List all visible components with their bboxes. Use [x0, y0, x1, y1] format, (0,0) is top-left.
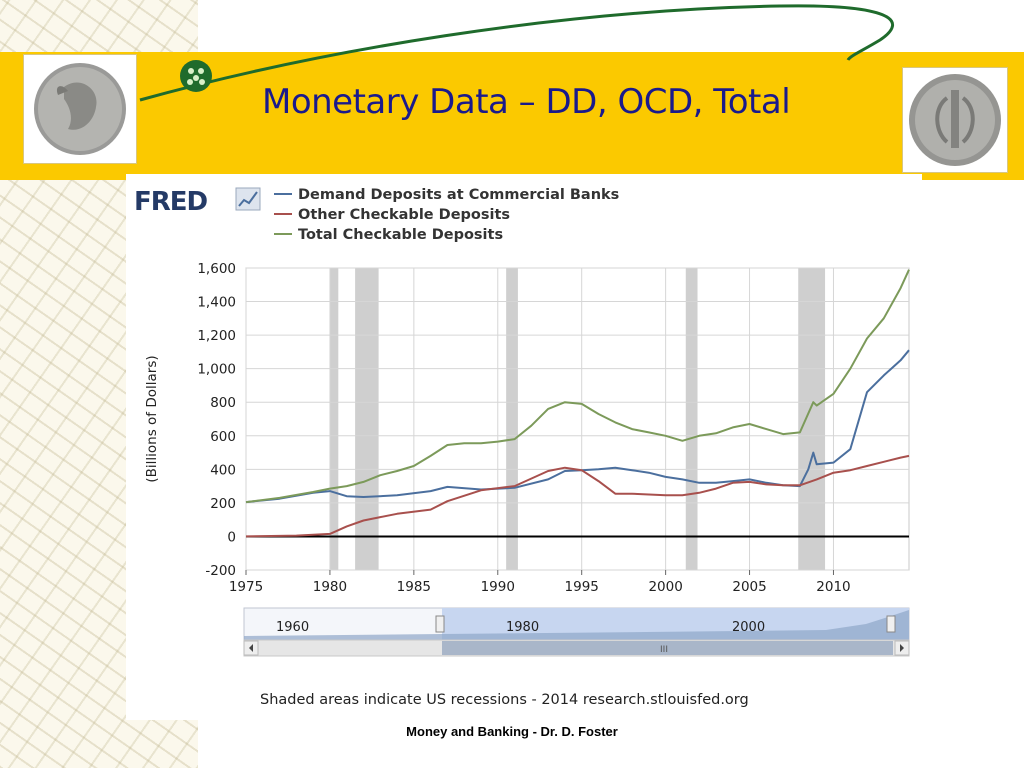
recession-band — [355, 268, 379, 570]
x-tick-label: 1975 — [229, 579, 263, 595]
scrollbar-thumb[interactable] — [442, 641, 893, 655]
x-tick-label: 2010 — [816, 579, 850, 595]
decorative-swoosh — [139, 4, 895, 102]
mercury-dime-obverse-image — [24, 55, 136, 163]
title-band — [0, 52, 1024, 180]
recession-band — [798, 268, 826, 570]
chart-legend: Demand Deposits at Commercial Banks Other… — [274, 187, 619, 243]
x-tick-label: 1995 — [565, 579, 599, 595]
x-tick-label: 1985 — [397, 579, 431, 595]
footer-text: Money and Banking - Dr. D. Foster — [406, 724, 618, 739]
chart: FRED Demand Deposits at Commercial Banks… — [134, 187, 910, 708]
y-tick-label: 200 — [210, 496, 236, 512]
y-tick-label: 1,000 — [197, 362, 236, 378]
scrollbar-grip: III — [660, 645, 668, 655]
x-tick-label: 1980 — [313, 579, 347, 595]
navigator-year-label: 1960 — [276, 620, 309, 635]
y-tick-label: -200 — [205, 563, 236, 579]
time-range-navigator[interactable]: 1960 1980 2000 III — [243, 607, 910, 657]
series-line-total-checkable-deposits — [245, 269, 910, 504]
y-tick-label: 600 — [210, 429, 236, 445]
x-tick-label: 1990 — [481, 579, 515, 595]
series-line-other-checkable-deposits — [245, 454, 910, 538]
recession-band — [685, 268, 698, 570]
navigator-area — [244, 610, 909, 640]
recession-band — [329, 268, 339, 570]
slide-title: Monetary Data – DD, OCD, Total — [262, 82, 791, 122]
fred-logo-text: FRED — [134, 187, 208, 217]
y-tick-label: 1,400 — [197, 295, 236, 311]
x-tick-label: 2005 — [732, 579, 766, 595]
fred-logo-icon — [235, 187, 261, 211]
series-line-demand-deposits-at-commercial-banks — [245, 349, 910, 504]
y-tick-label: 400 — [210, 462, 236, 478]
recession-note: Shaded areas indicate US recessions - 20… — [260, 692, 749, 708]
chart-panel: FRED Demand Deposits at Commercial Banks… — [126, 174, 922, 720]
mercury-dime-reverse-image — [903, 68, 1007, 172]
navigator-right-handle[interactable] — [886, 615, 896, 633]
recession-band — [506, 268, 518, 570]
slide-footer: Money and Banking - Dr. D. Foster — [0, 724, 1024, 739]
y-axis-label: (Billions of Dollars) — [144, 355, 160, 482]
navigator-year-label: 1980 — [506, 620, 539, 635]
legend-label-total-checkable-deposits: Total Checkable Deposits — [298, 227, 503, 243]
legend-label-other-checkable-deposits: Other Checkable Deposits — [298, 207, 510, 223]
legend-label-demand-deposits-at-commercial-banks: Demand Deposits at Commercial Banks — [298, 187, 619, 203]
plot-area: -200 0 200 400 600 800 1,000 1,200 1,400 1,600 197… — [144, 261, 910, 595]
navigator-left-handle[interactable] — [435, 615, 445, 633]
chevron-right-icon — [900, 644, 904, 652]
y-tick-label: 800 — [210, 395, 236, 411]
y-tick-label: 1,200 — [197, 328, 236, 344]
y-tick-label: 0 — [227, 529, 236, 545]
chevron-left-icon — [249, 644, 253, 652]
y-tick-label: 1,600 — [197, 261, 236, 277]
navigator-year-label: 2000 — [732, 620, 765, 635]
x-tick-label: 2000 — [648, 579, 682, 595]
